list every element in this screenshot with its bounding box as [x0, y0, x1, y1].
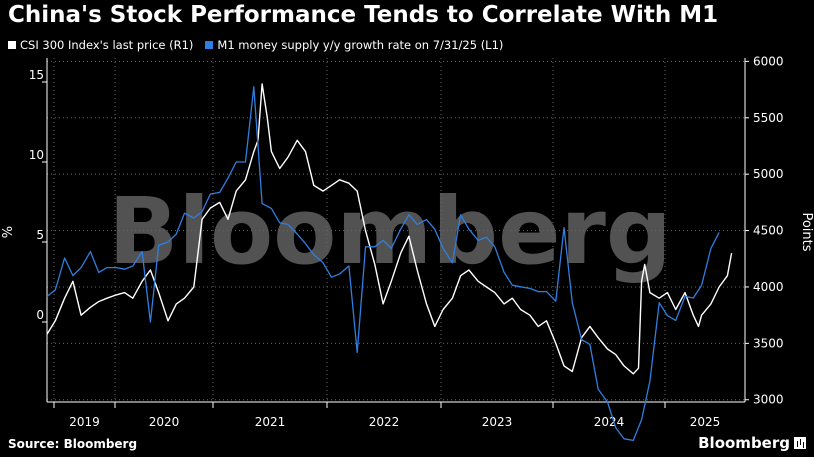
legend-item-csi: CSI 300 Index's last price (R1) — [8, 38, 193, 52]
legend: CSI 300 Index's last price (R1) M1 money… — [8, 38, 503, 52]
m1-growth-line — [46, 86, 720, 442]
right-tick-label: 4000 — [753, 280, 784, 294]
x-tick-label: 2020 — [149, 415, 180, 429]
axes: 0 5 10 15% 3000 3500 4000 4500 5000 5500 6000 Point… — [1, 54, 814, 429]
left-axis-title: % — [1, 226, 16, 238]
brand-logo: Bloomberg — [698, 434, 806, 452]
left-tick-label: 0 — [36, 308, 44, 322]
right-tick-label: 3000 — [753, 393, 784, 407]
legend-label-m1: M1 money supply y/y growth rate on 7/31/… — [217, 38, 504, 52]
x-tick-label: 2021 — [255, 415, 286, 429]
right-tick-label: 6000 — [753, 54, 784, 68]
brand-name: Bloomberg — [698, 434, 790, 452]
chart-bars-icon — [794, 437, 806, 449]
x-tick-label: 2022 — [369, 415, 400, 429]
right-tick-label: 4500 — [753, 224, 784, 238]
right-tick-label: 5000 — [753, 167, 784, 181]
legend-label-csi: CSI 300 Index's last price (R1) — [20, 38, 194, 52]
legend-swatch-m1 — [205, 41, 214, 49]
csi300-price-line — [46, 83, 733, 375]
chart-title: China's Stock Performance Tends to Corre… — [8, 2, 719, 28]
x-tick-label: 2023 — [482, 415, 513, 429]
left-tick-label: 5 — [36, 228, 44, 242]
right-tick-label: 5500 — [753, 111, 784, 125]
x-tick-label: 2025 — [690, 415, 721, 429]
grid — [47, 58, 745, 402]
right-tick-label: 3500 — [753, 336, 784, 350]
watermark: Bloomberg — [108, 178, 671, 285]
right-axis-title: Points — [799, 212, 814, 251]
source-note: Source: Bloomberg — [8, 437, 138, 451]
x-tick-label: 2024 — [594, 415, 625, 429]
series-layer — [46, 83, 733, 442]
left-tick-label: 15 — [29, 68, 44, 82]
legend-swatch-csi — [8, 41, 16, 49]
x-tick-label: 2019 — [69, 415, 100, 429]
left-tick-label: 10 — [29, 148, 44, 162]
legend-item-m1: M1 money supply y/y growth rate on 7/31/… — [205, 38, 503, 52]
